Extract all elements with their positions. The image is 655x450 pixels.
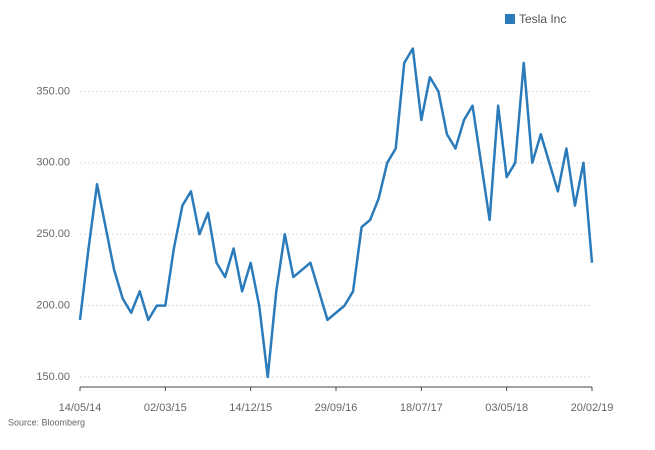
x-tick-label: 14/05/14 [59, 402, 102, 414]
x-tick-label: 14/12/15 [229, 402, 272, 414]
y-tick-label: 250.00 [36, 228, 70, 240]
x-tick-label: 18/07/17 [400, 402, 443, 414]
x-tick-label: 03/05/18 [485, 402, 528, 414]
y-tick-label: 150.00 [36, 371, 70, 383]
x-tick-label: 29/09/16 [315, 402, 358, 414]
y-tick-label: 200.00 [36, 300, 70, 312]
x-tick-label: 02/03/15 [144, 402, 187, 414]
y-tick-label: 350.00 [36, 85, 70, 97]
legend-label: Tesla Inc [519, 12, 566, 26]
source-note: Source: Bloomberg [8, 417, 85, 427]
legend-swatch [505, 14, 515, 24]
price-line [78, 47, 594, 379]
x-tick-label: 20/02/19 [571, 402, 614, 414]
y-tick-label: 300.00 [36, 157, 70, 169]
